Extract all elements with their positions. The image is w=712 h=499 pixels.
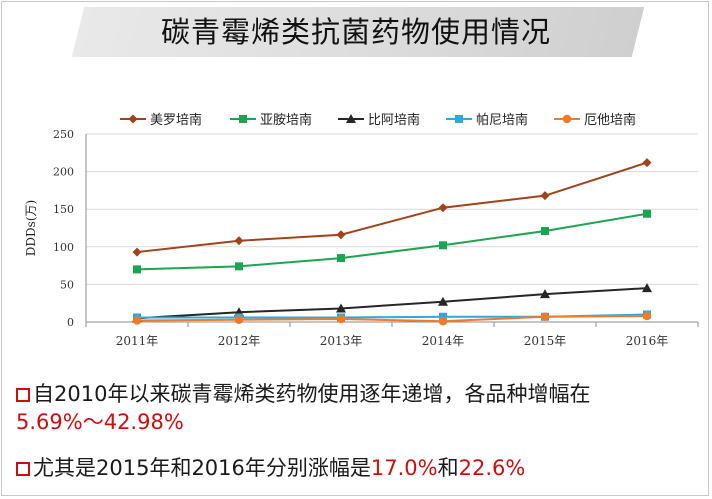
series-2-point — [133, 265, 141, 274]
series-line-3 — [136, 287, 648, 320]
series-5-point — [540, 312, 550, 321]
series-5-point — [642, 311, 652, 321]
line-chart: 0 50 100 150 200 250 2011年 2012年 2013年 2014年 2015年… — [24, 112, 699, 348]
series-2-point — [235, 262, 243, 271]
series-line-2 — [136, 212, 648, 271]
series-2-point — [337, 254, 345, 263]
legend-marker — [455, 115, 463, 123]
bullet-2-rate-2016: 22.6% — [458, 456, 526, 480]
series-1-point — [540, 191, 550, 201]
x-tick-label: 2015年 — [524, 334, 567, 348]
series-3-point — [336, 303, 346, 313]
series-2-point — [643, 209, 651, 218]
legend-label: 厄他培南 — [584, 112, 636, 128]
series-2-point — [541, 227, 549, 236]
slide-title: 碳青霉烯类抗菌药物使用情况 — [160, 15, 551, 49]
bullet-square-icon — [16, 462, 30, 476]
x-tick-label: 2012年 — [218, 334, 261, 348]
series-5-point — [132, 316, 142, 325]
series-1-point — [336, 230, 346, 240]
legend-label: 亚胺培南 — [260, 112, 312, 128]
y-tick-label: 100 — [53, 241, 74, 254]
legend-label: 美罗培南 — [150, 112, 202, 128]
y-axis-label: DDDs(万) — [24, 200, 38, 256]
legend-marker — [346, 114, 356, 123]
series-5-point — [438, 317, 448, 326]
x-tick-label: 2014年 — [422, 334, 465, 348]
bullet-2: 尤其是2015年和2016年分别涨幅是17.0%和22.6% — [16, 454, 525, 482]
y-tick-label: 50 — [60, 278, 74, 291]
series-3-point — [540, 289, 550, 299]
x-tick-label: 2011年 — [116, 334, 159, 348]
series-1-point — [234, 236, 244, 246]
y-tick-label: 250 — [53, 128, 74, 141]
x-tick-label: 2016年 — [626, 334, 669, 348]
series-1-point — [642, 158, 652, 168]
series-5-point — [336, 314, 346, 324]
legend-marker — [562, 114, 572, 124]
series-line-5 — [136, 314, 648, 323]
series-3-point — [438, 296, 448, 306]
x-tick-label: 2013年 — [320, 334, 363, 348]
series-2-point — [439, 241, 447, 250]
bullet-2-text-a: 尤其是2015年和2016年分别涨幅是 — [33, 456, 371, 480]
series-3-point — [642, 283, 652, 293]
y-tick-label: 0 — [67, 316, 74, 329]
series-1-point — [438, 203, 448, 213]
bullet-1: 自2010年以来碳青霉烯类药物使用逐年递增，各品种增幅在 5.69%～42.98… — [16, 380, 590, 436]
series-5-point — [234, 315, 244, 324]
bullet-2-rate-2015: 17.0% — [370, 456, 438, 480]
bullet-1-range: 5.69%～42.98% — [16, 410, 184, 434]
legend-label: 比阿培南 — [368, 112, 420, 128]
legend-marker — [128, 114, 138, 124]
series-1-point — [132, 247, 142, 257]
legend-marker — [239, 115, 247, 123]
y-tick-label: 200 — [53, 166, 74, 179]
bullet-square-icon — [16, 388, 30, 402]
bullet-1-text: 自2010年以来碳青霉烯类药物使用逐年递增，各品种增幅在 — [33, 382, 591, 406]
y-tick-label: 150 — [53, 203, 74, 216]
series-4-point — [439, 312, 447, 321]
series-line-1 — [136, 161, 648, 254]
bullet-2-text-b: 和 — [437, 456, 459, 480]
legend-label: 帕尼培南 — [476, 112, 528, 128]
